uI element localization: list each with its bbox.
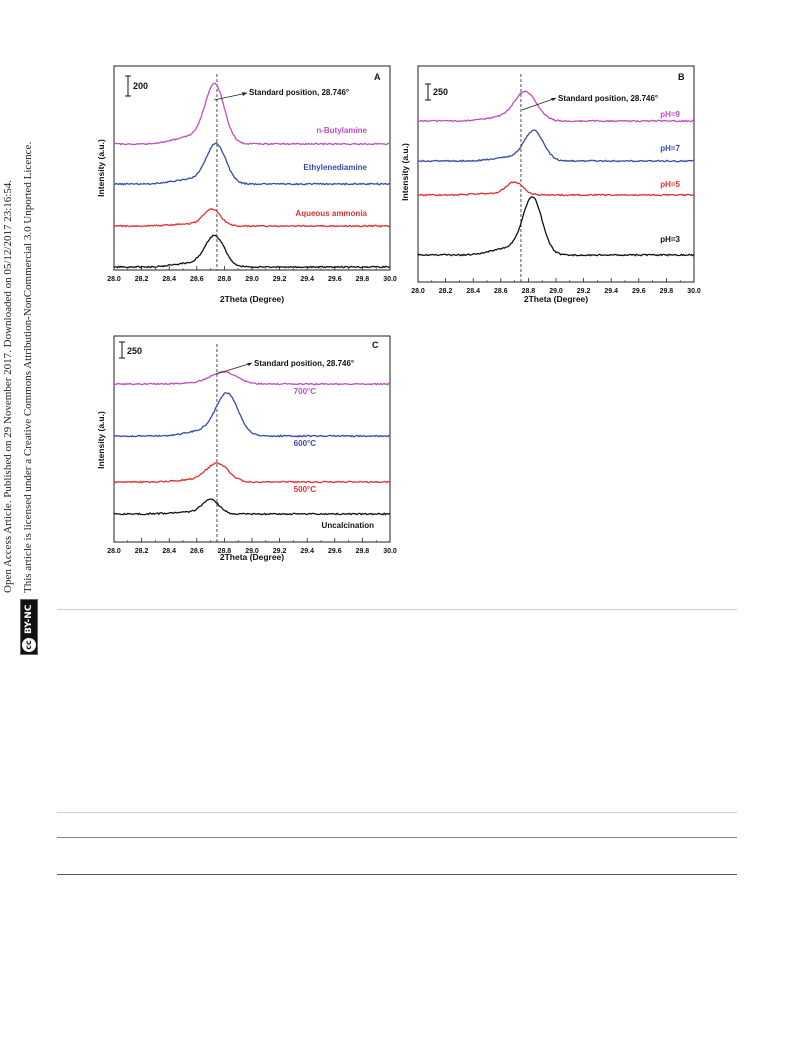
series-line (417, 195, 695, 257)
standard-position-annotation: Standard position, 28.746° (521, 94, 658, 111)
x-tick-label: 28.2 (135, 548, 149, 555)
y-axis-title: Intensity (a.u.) (96, 139, 106, 197)
x-tick-label: 28.6 (190, 548, 204, 555)
x-axis-title: 2Theta (Degree) (524, 294, 588, 304)
x-tick-label: 29.6 (328, 276, 342, 283)
x-tick-label: 29.8 (356, 548, 370, 555)
scale-bar: 250 (119, 341, 142, 359)
x-tick-label: 29.0 (245, 276, 259, 283)
x-tick-label: 28.2 (135, 276, 149, 283)
license-badge-cc: cc (22, 638, 36, 652)
divider (57, 609, 737, 610)
series-line (113, 498, 391, 516)
scale-bar-label: 200 (133, 81, 148, 91)
series-line (113, 370, 391, 386)
x-tick-label: 29.8 (660, 288, 674, 295)
x-tick-label: 29.6 (328, 548, 342, 555)
panel-letter: C (372, 340, 379, 350)
x-tick-label: 29.2 (273, 548, 287, 555)
license-badge-text: BY-NC (24, 604, 34, 634)
x-tick-label: 28.6 (190, 276, 204, 283)
series-line (113, 141, 391, 186)
x-tick-label: 28.2 (439, 288, 453, 295)
scale-bar: 250 (425, 83, 448, 101)
chart-panel-c: 28.0 28.2 28.4 28.6 28.8 29.0 29.2 29.4 29.6 29.8… (96, 335, 397, 562)
annotation-text: Standard position, 28.746° (249, 88, 349, 97)
x-tick-label: 30.0 (383, 276, 397, 283)
series-label: pH=7 (660, 144, 680, 153)
series-line (113, 462, 391, 484)
series-line (417, 90, 695, 123)
y-axis-title: Intensity (a.u.) (96, 411, 106, 469)
series-label: Ethylenediamine (303, 163, 367, 172)
x-tick-label: 29.4 (300, 548, 314, 555)
divider (57, 812, 737, 813)
divider (57, 874, 737, 875)
series-line (113, 392, 391, 438)
series-line (113, 82, 391, 146)
x-tick-label: 28.8 (218, 548, 232, 555)
x-tick-label: 30.0 (687, 288, 701, 295)
publication-info: Open Access Article. Published on 29 Nov… (2, 179, 14, 593)
standard-position-annotation: Standard position, 28.746° (213, 88, 349, 101)
chart-panel-a: 28.0 28.2 28.4 28.6 28.8 29.0 29.2 29.4 29.6 29.8… (96, 65, 397, 304)
x-tick-label: 29.2 (577, 288, 591, 295)
x-tick-label: 28.8 (218, 276, 232, 283)
x-tick-label: 29.0 (549, 288, 563, 295)
series-label: pH=9 (660, 110, 680, 119)
chart-panel-b: 28.0 28.2 28.4 28.6 28.8 29.0 29.2 29.4 29.6 29.8… (400, 65, 701, 304)
x-tick-label: 28.4 (466, 288, 480, 295)
x-tick-label: 28.8 (522, 288, 536, 295)
license-statement[interactable]: This article is licensed under a Creativ… (22, 141, 34, 593)
series-line (417, 180, 695, 197)
scale-bar: 200 (125, 75, 148, 97)
series-label: 700°C (294, 387, 317, 396)
series-label: pH=5 (660, 180, 680, 189)
panel-letter: B (678, 72, 685, 82)
x-tick-label: 29.8 (356, 276, 370, 283)
x-tick-label: 28.0 (107, 548, 121, 555)
series-line (113, 234, 391, 269)
series-line (113, 207, 391, 228)
series-label: 500°C (294, 485, 317, 494)
series-label: 600°C (294, 439, 317, 448)
y-axis-title: Intensity (a.u.) (400, 143, 410, 201)
standard-position-annotation: Standard position, 28.746° (215, 359, 354, 375)
series-label: n-Butylamine (316, 126, 367, 135)
panel-letter: A (374, 72, 381, 82)
annotation-text: Standard position, 28.746° (254, 359, 354, 368)
x-axis-title: 2Theta (Degree) (220, 294, 284, 304)
scale-bar-label: 250 (433, 87, 448, 97)
x-tick-label: 28.4 (162, 276, 176, 283)
series-label: Aqueous ammonia (295, 209, 367, 218)
x-axis-title: 2Theta (Degree) (220, 552, 284, 562)
x-tick-label: 28.4 (162, 548, 176, 555)
x-tick-label: 29.0 (245, 548, 259, 555)
x-tick-label: 29.2 (273, 276, 287, 283)
x-tick-label: 29.4 (300, 276, 314, 283)
scale-bar-label: 250 (127, 346, 142, 356)
x-tick-label: 28.0 (107, 276, 121, 283)
series-label: pH=3 (660, 235, 680, 244)
x-tick-label: 28.0 (411, 288, 425, 295)
cc-by-nc-badge-icon[interactable]: cc BY-NC (20, 599, 38, 655)
series-line (417, 129, 695, 163)
license-sidebar: Open Access Article. Published on 29 Nov… (0, 0, 50, 1039)
x-tick-label: 29.4 (604, 288, 618, 295)
x-tick-label: 30.0 (383, 548, 397, 555)
x-tick-label: 29.6 (632, 288, 646, 295)
annotation-text: Standard position, 28.746° (558, 94, 658, 103)
series-label: Uncalcination (322, 521, 375, 530)
divider (57, 837, 737, 838)
x-tick-label: 28.6 (494, 288, 508, 295)
